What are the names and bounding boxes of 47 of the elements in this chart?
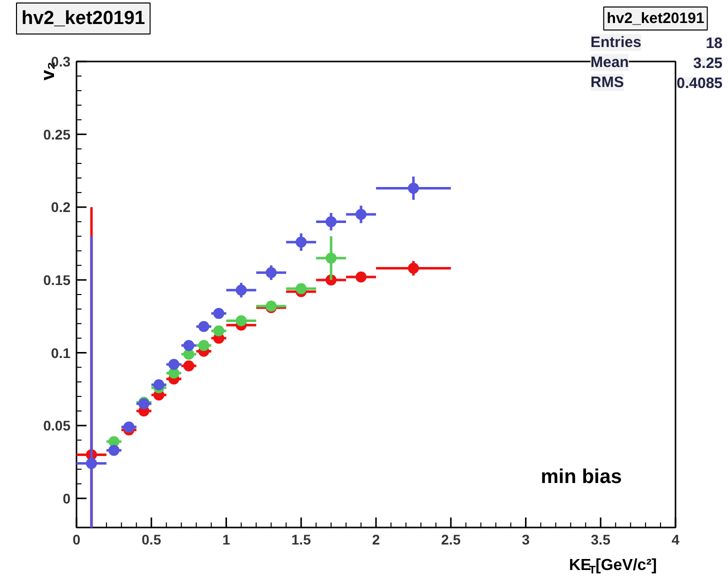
point [108, 444, 120, 456]
point [408, 182, 419, 194]
x-tick-label: 3 [522, 532, 530, 548]
y-tick-label: 0 [62, 490, 71, 506]
point [296, 283, 307, 294]
point [198, 340, 210, 351]
point [213, 325, 224, 336]
point [183, 360, 194, 372]
x-tick-label: 1 [222, 532, 230, 548]
y-tick-label: 0.2 [51, 199, 71, 216]
x-tick-label: 1.5 [291, 532, 312, 548]
point [266, 267, 277, 278]
point [236, 284, 247, 296]
x-tick-label: 0 [72, 532, 81, 548]
x-tick-label: 0.5 [142, 532, 162, 548]
point [326, 216, 337, 228]
text: hv2_ket20191 [606, 10, 704, 27]
text: Entries [590, 34, 642, 51]
point [86, 458, 97, 469]
annotation: RMS [590, 74, 624, 91]
annotation: min bias [540, 466, 622, 488]
x-tick-label: 3.5 [590, 532, 611, 548]
point [356, 272, 367, 283]
point [198, 321, 210, 332]
x-tick-label: 2 [372, 532, 380, 548]
point [296, 236, 307, 248]
point [408, 262, 419, 274]
x-tick-label: 2.5 [441, 532, 461, 548]
point [356, 208, 367, 220]
point [168, 368, 180, 379]
y-tick-label: 0.1 [51, 344, 71, 361]
annotation: Mean [590, 54, 629, 71]
chart-title: hv2_ket20191 [22, 8, 146, 29]
point [236, 315, 247, 326]
point [168, 358, 180, 370]
point [108, 436, 120, 448]
point [183, 340, 194, 351]
y-tick-label: 0.15 [43, 272, 71, 288]
x-tick-label: 4 [672, 532, 680, 548]
point [213, 308, 224, 319]
point [326, 252, 337, 264]
text: 0.4085 [676, 75, 723, 92]
y-tick-label: 0.05 [43, 418, 71, 434]
text: 18 [706, 35, 723, 52]
text: 3.25 [693, 55, 723, 72]
point [153, 379, 164, 390]
y-tick-label: 0.25 [43, 126, 71, 142]
